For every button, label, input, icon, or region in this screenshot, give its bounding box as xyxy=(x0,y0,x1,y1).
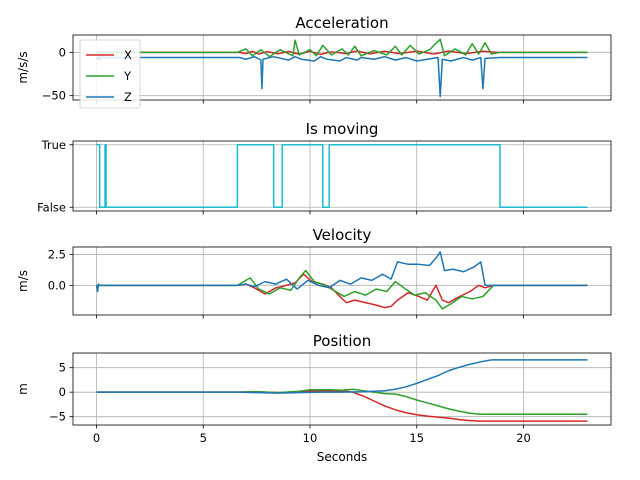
acceleration-ytick-label-0: −50 xyxy=(42,89,66,103)
legend-label-z: Z xyxy=(124,90,132,104)
acceleration-legend: XYZ xyxy=(79,39,141,109)
acceleration-panel: −50 0 Acceleration m/s/s XYZ xyxy=(16,14,612,109)
position-ytick-label-0: −5 xyxy=(49,410,66,424)
is-moving-ytick-label-1: True xyxy=(41,138,66,152)
legend-label-y: Y xyxy=(123,69,132,83)
position-xtick-label-0: 0 xyxy=(93,431,100,445)
position-panel: 0 5 10 15 20 −5 0 5 Position m Seconds xyxy=(16,332,612,464)
position-xlabel: Seconds xyxy=(317,450,367,464)
position-series-z-line xyxy=(96,359,588,394)
acceleration-series-z-line xyxy=(95,55,588,98)
position-series-y-line xyxy=(96,388,588,415)
velocity-panel: 0.0 2.5 Velocity m/s xyxy=(16,226,612,319)
velocity-series-y-line xyxy=(96,269,588,310)
acceleration-ytick-label-1: 0 xyxy=(59,45,66,59)
position-xtick-label-4: 20 xyxy=(516,431,531,445)
legend-frame xyxy=(79,39,141,109)
position-ytick-label-1: 0 xyxy=(59,385,66,399)
position-xtick-label-2: 10 xyxy=(303,431,318,445)
acceleration-series-y-line xyxy=(96,38,588,58)
position-axes-frame xyxy=(72,352,612,426)
is-moving-axes-frame xyxy=(72,140,612,212)
position-ytick-label-2: 5 xyxy=(59,361,66,375)
velocity-axes-frame xyxy=(72,246,612,316)
legend-label-x: X xyxy=(124,48,132,62)
velocity-ytick-label-0: 0.0 xyxy=(48,278,66,292)
is-moving-title: Is moving xyxy=(306,120,379,138)
velocity-ylabel: m/s xyxy=(16,270,30,292)
position-xtick-label-3: 15 xyxy=(409,431,424,445)
acceleration-ylabel: m/s/s xyxy=(16,51,30,83)
acceleration-title: Acceleration xyxy=(295,14,388,32)
position-xtick-label-1: 5 xyxy=(200,431,207,445)
velocity-series-x-line xyxy=(96,273,588,309)
position-ylabel: m xyxy=(16,383,30,395)
is-moving-series-moving-line xyxy=(96,144,588,208)
velocity-title: Velocity xyxy=(313,226,372,244)
velocity-series-z-line xyxy=(95,251,588,293)
is-moving-panel: False True Is moving xyxy=(37,120,612,215)
acceleration-axes-frame xyxy=(72,34,612,101)
position-title: Position xyxy=(313,332,371,350)
velocity-ytick-label-1: 2.5 xyxy=(48,247,66,261)
is-moving-ytick-label-0: False xyxy=(37,200,66,214)
